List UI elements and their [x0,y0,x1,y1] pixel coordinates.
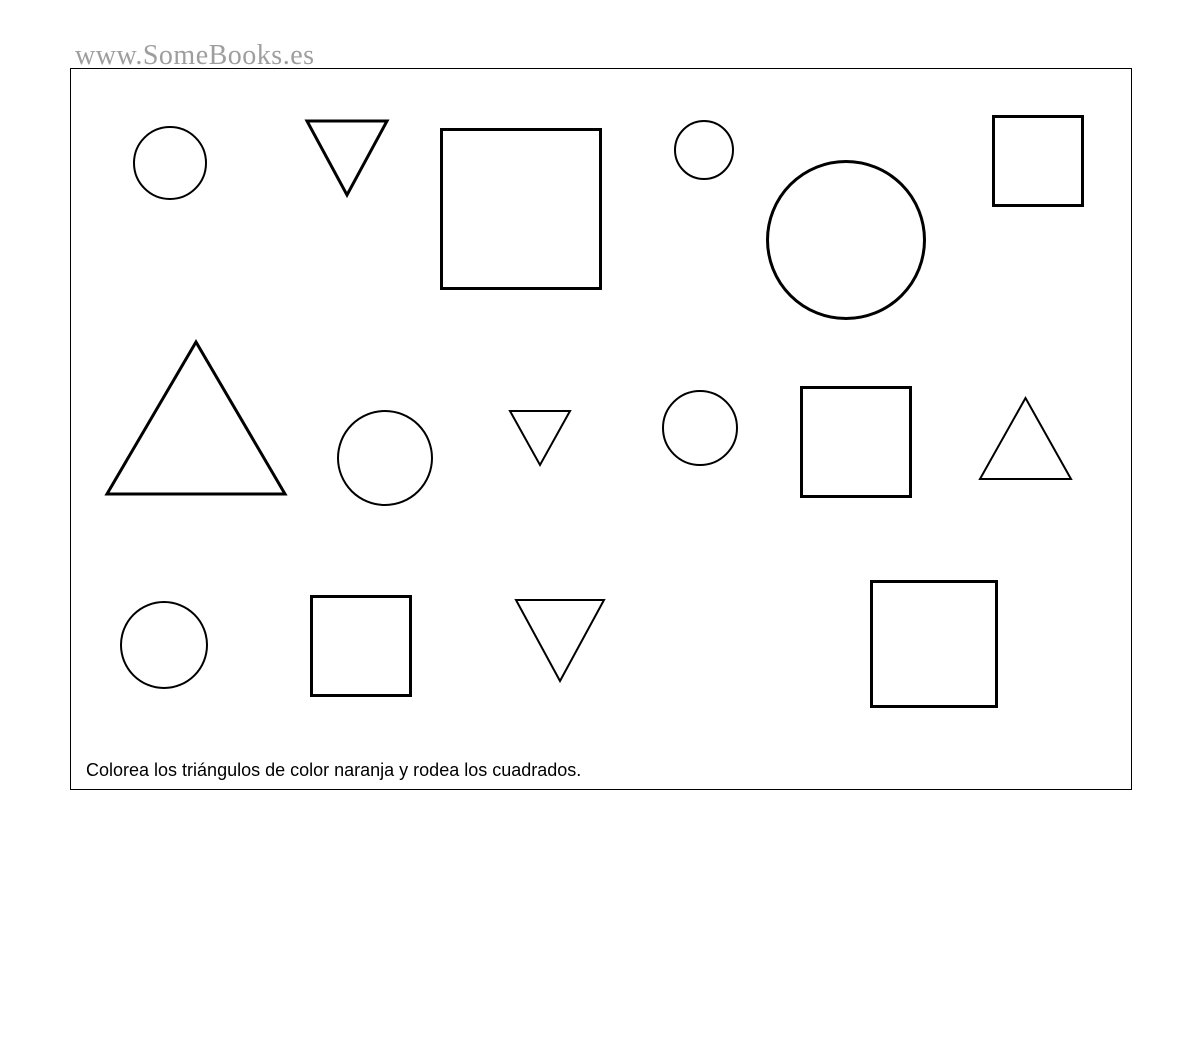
circle-3 [766,160,926,320]
square-1 [440,128,602,290]
circle-6 [120,601,208,689]
watermark-top: www.SomeBooks.es [75,40,315,72]
square-5 [870,580,998,708]
triangle-5 [514,598,606,683]
circle-1 [133,126,207,200]
square-3 [800,386,912,498]
square-4 [310,595,412,697]
triangle-4 [978,396,1073,481]
square-2 [992,115,1084,207]
triangle-1 [304,118,390,198]
worksheet-page: www.SomeBooks.es www.SomeBooks.es Colore… [0,0,1200,847]
triangle-3 [508,409,572,467]
triangle-2 [104,339,288,497]
circle-4 [337,410,433,506]
circle-2 [674,120,734,180]
circle-5 [662,390,738,466]
instruction-text: Colorea los triángulos de color naranja … [86,760,581,781]
